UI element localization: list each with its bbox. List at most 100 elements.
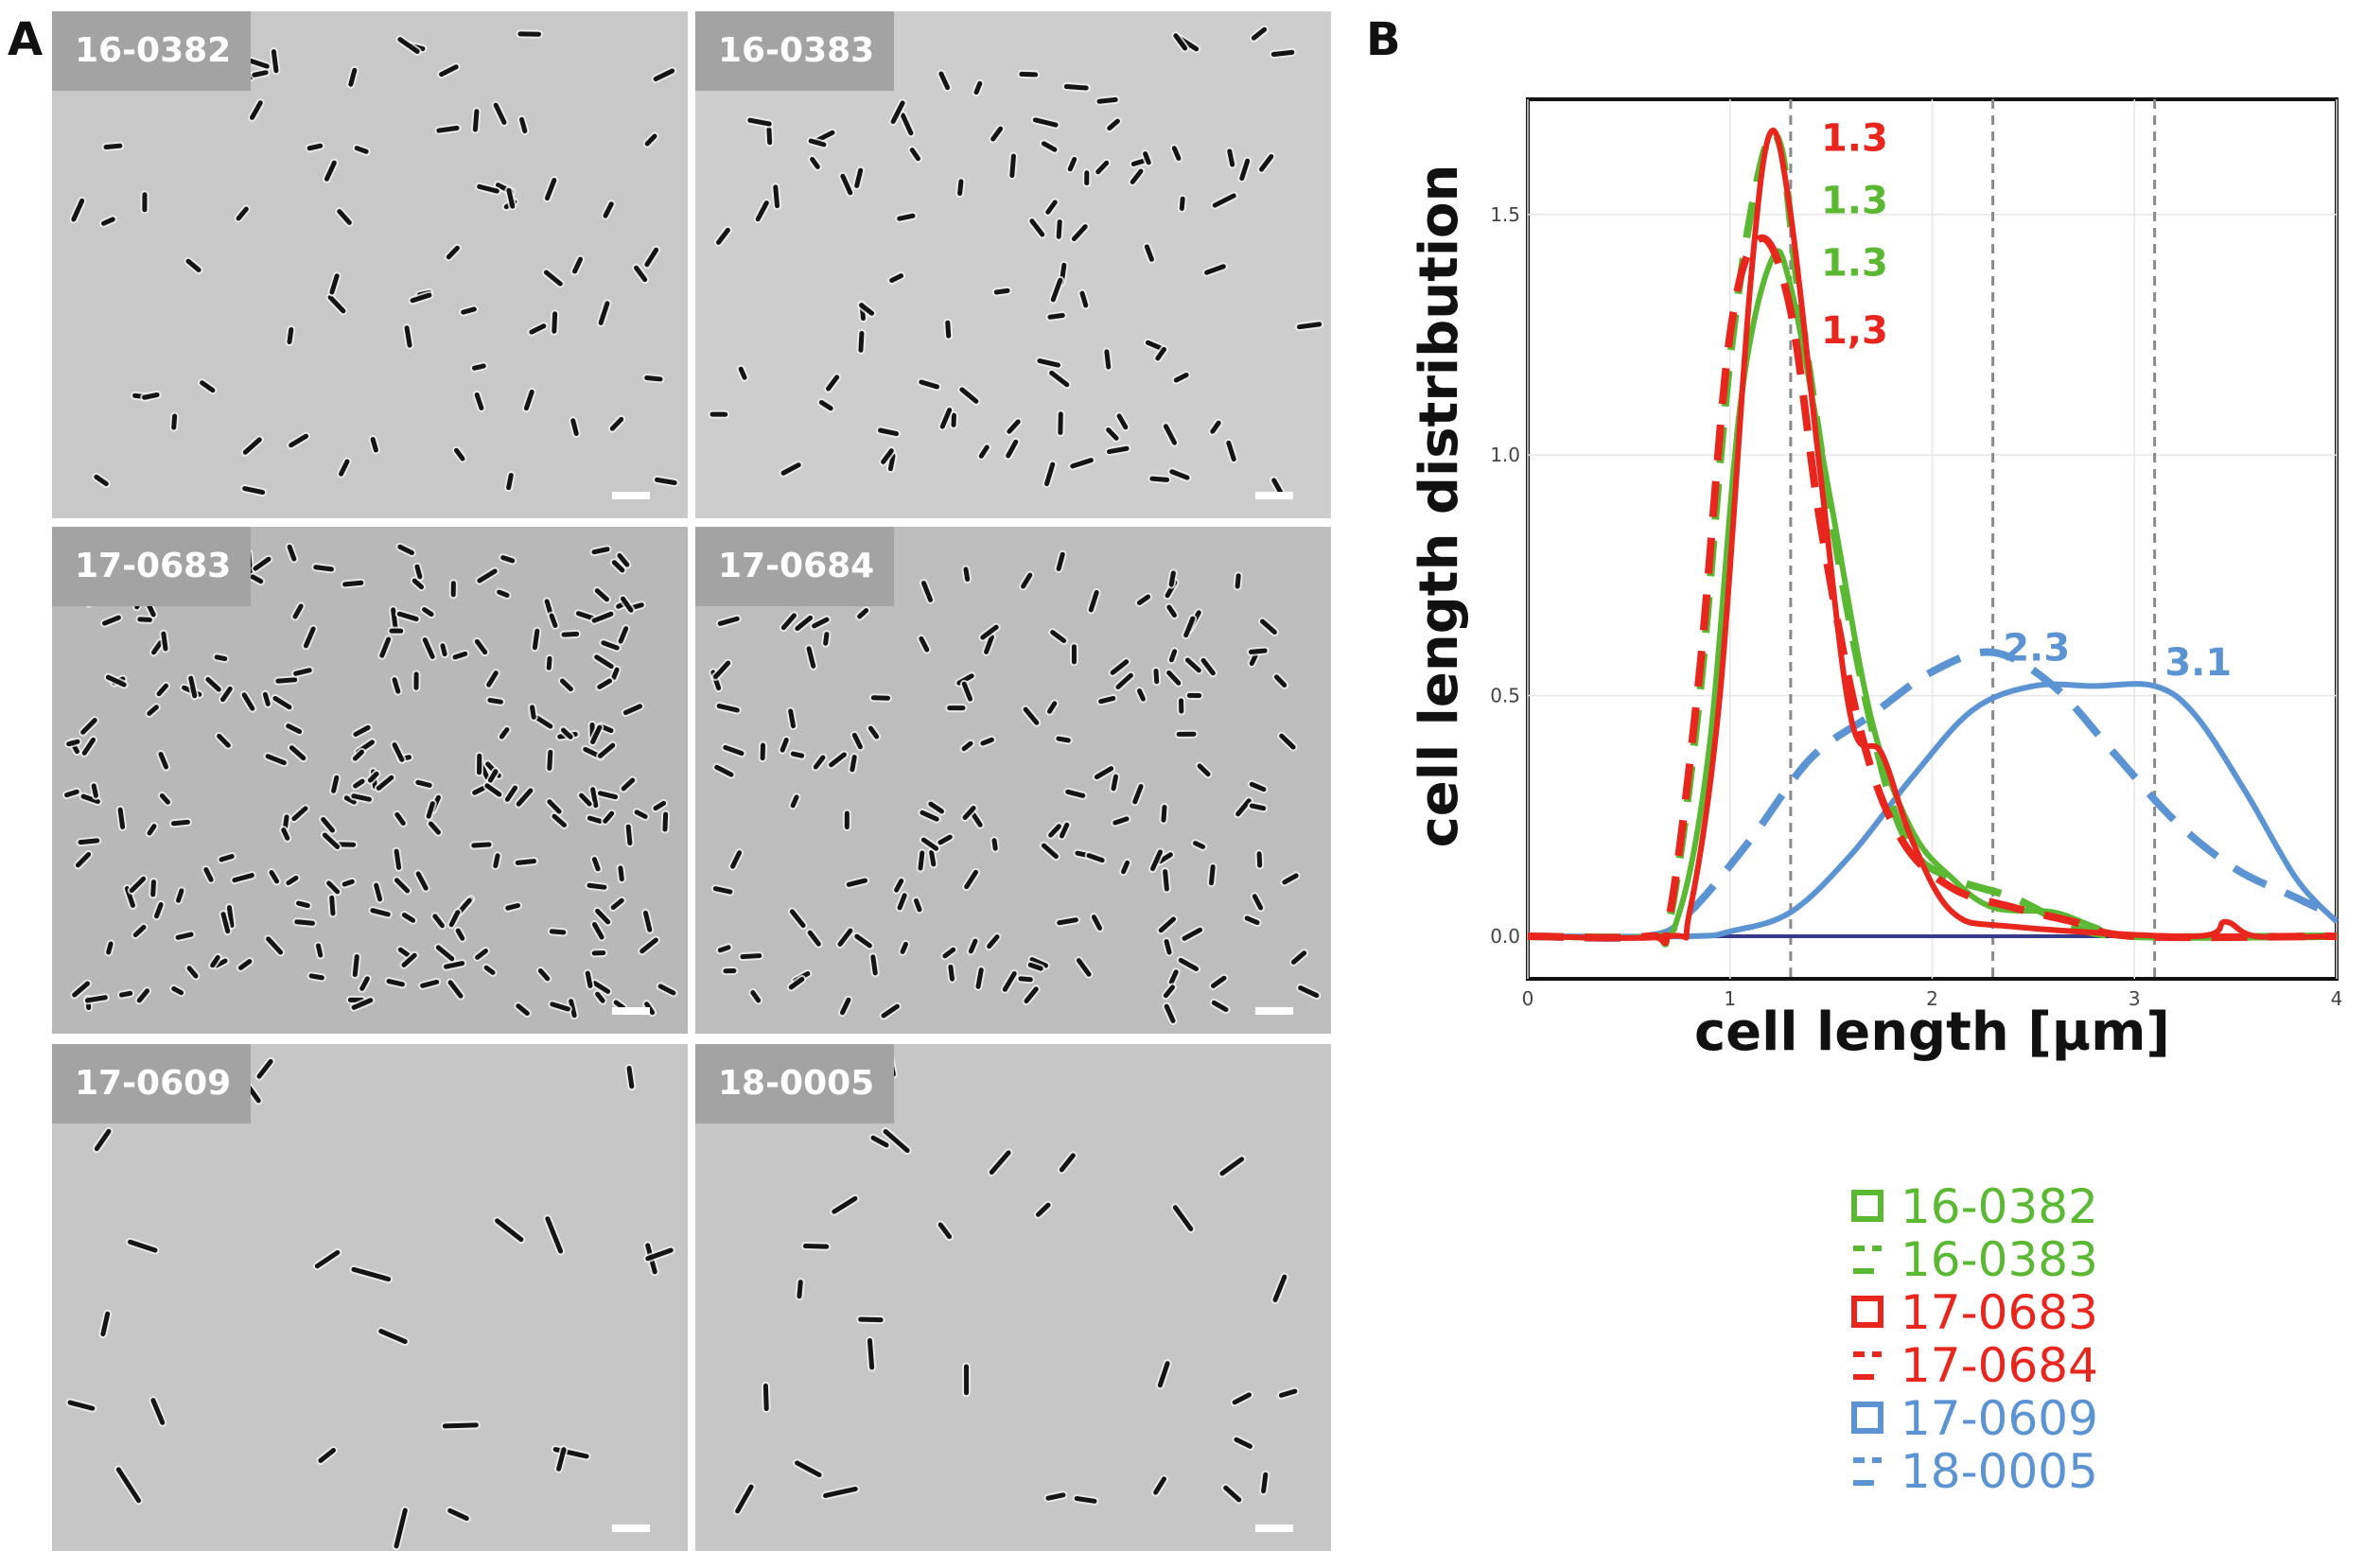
bacterial-cell: [897, 213, 916, 221]
legend-item-18-0005: 18-0005: [1849, 1444, 2098, 1499]
bacterial-cell: [1018, 976, 1033, 983]
bacterial-cell: [740, 953, 762, 960]
bacterial-cell: [436, 125, 460, 133]
bacterial-cell: [1056, 551, 1065, 571]
bacterial-cell: [1024, 986, 1039, 1004]
bacterial-cell: [342, 580, 364, 587]
bacterial-cell: [291, 806, 308, 822]
bacterial-cell: [1164, 1003, 1176, 1023]
bacterial-cell: [617, 552, 630, 567]
bacterial-cell: [186, 966, 199, 979]
bacterial-cell: [1244, 915, 1260, 926]
bacterial-cell: [530, 705, 536, 720]
micrograph-label: 16-0382: [52, 11, 251, 91]
legend-swatch: [1853, 1246, 1882, 1274]
peak-annotation: 1.3: [1821, 116, 1888, 160]
bacterial-cell: [376, 775, 394, 791]
bacterial-cell: [532, 628, 540, 651]
bacterial-cell: [858, 331, 865, 353]
bacterial-cell: [1223, 1485, 1242, 1503]
bacterial-cell: [609, 416, 624, 431]
bacterial-cell: [894, 878, 904, 893]
bacterial-cell: [447, 980, 464, 999]
bacterial-cell: [1239, 158, 1251, 182]
x-tick-label: 2: [1926, 987, 1938, 1010]
bacterial-cell: [1168, 570, 1176, 587]
bacterial-cell: [780, 613, 797, 631]
bacterial-cell: [897, 893, 907, 911]
bacterial-cell: [497, 589, 510, 598]
bacterial-cell: [942, 947, 956, 959]
bacterial-cell: [818, 400, 833, 411]
bacterial-cell: [1106, 427, 1119, 441]
bacterial-cell: [128, 1239, 158, 1253]
bacterial-cell: [137, 617, 152, 622]
bacterial-cell: [1050, 630, 1067, 643]
bacterial-cell: [544, 178, 557, 201]
bacterial-cell: [343, 795, 357, 805]
bacterial-cell: [622, 704, 643, 716]
bacterial-cell: [717, 616, 740, 626]
scale-bar: [612, 1007, 650, 1015]
legend-swatch: [1851, 1402, 1883, 1434]
bacterial-cell: [506, 187, 516, 209]
bacterial-cell: [1278, 1388, 1298, 1398]
bacterial-cell: [248, 58, 270, 69]
bacterial-cell: [210, 954, 220, 968]
bacterial-cell: [67, 1400, 96, 1411]
bacterial-cell: [1163, 869, 1169, 892]
bacterial-cell: [964, 869, 979, 890]
bacterial-cell: [1070, 458, 1094, 469]
bacterial-cell: [505, 902, 521, 911]
bacterial-cell: [1227, 148, 1235, 167]
bacterial-cell: [867, 725, 880, 740]
bacterial-cell: [795, 1460, 822, 1478]
micrograph-17-0683: 17-0683: [52, 527, 688, 1034]
bacterial-cell: [80, 793, 100, 804]
bacterial-cell: [859, 303, 875, 316]
bacterial-cell: [1157, 852, 1173, 864]
micrograph-18-0005: 18-0005: [695, 1044, 1331, 1551]
bacterial-cell: [426, 801, 435, 819]
bacterial-cell: [644, 133, 657, 147]
bacterial-cell: [1272, 1274, 1288, 1302]
bacterial-cell: [1298, 985, 1320, 999]
legend-label: 17-0609: [1901, 1391, 2098, 1446]
bacterial-cell: [1132, 784, 1144, 805]
bacterial-cell: [919, 379, 940, 390]
bacterial-cell: [662, 811, 669, 832]
bacterial-cell: [471, 363, 486, 371]
bacterial-cell: [550, 1002, 570, 1012]
bacterial-cell: [639, 937, 658, 954]
bacterial-cell: [352, 954, 359, 978]
bacterial-cell: [1035, 1202, 1051, 1217]
bacterial-cell: [1029, 957, 1048, 968]
bacterial-cell: [961, 740, 973, 752]
bacterial-cell: [716, 227, 730, 245]
bacterial-cell: [572, 256, 584, 274]
bacterial-cell: [1168, 649, 1178, 663]
bacterial-cell: [621, 596, 634, 613]
bacterial-cell: [1057, 917, 1078, 926]
bacterial-cell: [439, 64, 459, 78]
bacterial-cell: [161, 631, 168, 652]
series-line-17-0684: [1527, 234, 2338, 947]
bacterial-cell: [1071, 224, 1088, 242]
bacterial-cell: [315, 943, 324, 958]
bacterial-cell: [547, 749, 553, 771]
bacterial-cell: [900, 941, 908, 954]
scale-bar: [1255, 1524, 1293, 1532]
bacterial-cell: [410, 292, 432, 304]
bacterial-cell: [200, 380, 216, 393]
bacterial-cell: [1184, 657, 1201, 673]
bacterial-cell: [1193, 841, 1206, 849]
bacterial-cell: [807, 930, 821, 947]
bacterial-cell: [1235, 798, 1252, 817]
bacterial-cell: [653, 800, 667, 811]
bacterial-cell: [837, 928, 853, 947]
bacterial-cell: [788, 976, 805, 990]
bacterial-cell: [900, 113, 914, 136]
bacterial-cell: [1144, 244, 1154, 262]
bacterial-cell: [913, 897, 922, 913]
legend-item-17-0683: 17-0683: [1849, 1285, 2098, 1340]
